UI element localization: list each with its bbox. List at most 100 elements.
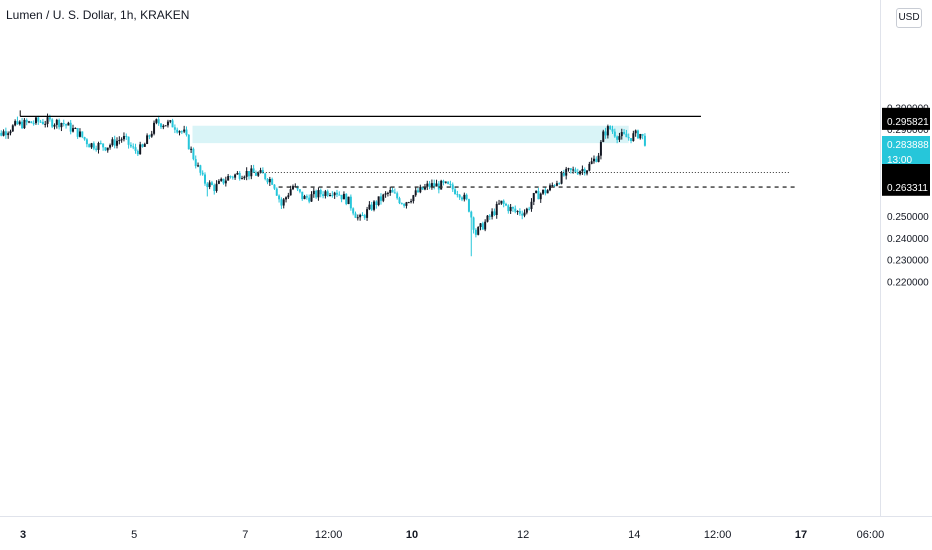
- candle: [590, 157, 593, 165]
- candle: [539, 192, 542, 203]
- candle: [440, 179, 443, 190]
- candle: [613, 128, 616, 138]
- candle: [528, 206, 531, 211]
- candle: [602, 129, 605, 143]
- candle: [623, 129, 626, 135]
- candle: [331, 191, 334, 198]
- candle: [285, 196, 288, 203]
- candle: [435, 179, 438, 187]
- supply-zone[interactable]: [192, 125, 629, 144]
- candle: [53, 123, 56, 130]
- candle: [150, 130, 153, 138]
- candle: [111, 137, 114, 147]
- candle: [201, 170, 204, 176]
- candle: [463, 192, 466, 202]
- x-tick-label: 12:00: [315, 529, 343, 541]
- candle: [310, 191, 313, 202]
- candle: [377, 196, 380, 207]
- candle: [113, 135, 116, 149]
- candle: [523, 209, 526, 218]
- candle: [72, 124, 75, 133]
- candle: [203, 172, 206, 186]
- candle: [326, 189, 329, 198]
- candle: [426, 180, 429, 190]
- candle: [60, 122, 63, 132]
- candle: [76, 127, 79, 139]
- candle: [525, 207, 528, 215]
- candle: [340, 194, 343, 203]
- candle: [486, 214, 489, 223]
- svg-text:0.295821: 0.295821: [887, 117, 929, 128]
- candle: [213, 183, 216, 195]
- candle: [576, 168, 579, 175]
- candle: [291, 184, 294, 191]
- candle: [352, 207, 355, 216]
- candle: [542, 189, 545, 195]
- y-tick-label: 0.250000: [887, 212, 929, 223]
- candle: [238, 171, 241, 181]
- candle: [199, 164, 202, 176]
- candle: [99, 140, 102, 145]
- candle: [324, 189, 327, 199]
- candle: [467, 198, 470, 213]
- y-tick-label: 0.230000: [887, 256, 929, 267]
- candle: [41, 119, 44, 125]
- candle: [215, 180, 218, 193]
- candle: [146, 133, 149, 145]
- y-tick-label: 0.220000: [887, 277, 929, 288]
- candle: [122, 132, 125, 142]
- candle: [458, 193, 461, 200]
- candle: [55, 118, 58, 129]
- candle: [493, 208, 496, 217]
- candle: [39, 119, 42, 123]
- candle: [18, 120, 21, 126]
- candle: [287, 192, 290, 200]
- candle: [454, 186, 457, 195]
- candle: [396, 191, 399, 200]
- candle: [507, 204, 510, 214]
- candle: [315, 189, 318, 199]
- candle: [48, 114, 51, 122]
- candle: [567, 167, 570, 172]
- candle: [342, 191, 345, 200]
- candle: [572, 166, 575, 174]
- candle: [278, 194, 281, 203]
- candle: [535, 190, 538, 194]
- candle: [88, 143, 91, 148]
- candle: [180, 130, 183, 135]
- y-tick-label: 0.290000: [887, 125, 929, 136]
- candle: [391, 187, 394, 193]
- candle: [118, 136, 121, 145]
- candle: [2, 129, 5, 137]
- candle: [220, 177, 223, 182]
- candle: [159, 122, 162, 130]
- candle: [264, 172, 267, 181]
- candle: [16, 116, 19, 125]
- candle: [518, 208, 521, 216]
- candle: [329, 192, 332, 197]
- candle: [581, 165, 584, 175]
- candle: [412, 194, 415, 204]
- candle: [373, 200, 376, 212]
- candle: [632, 130, 635, 142]
- candle: [484, 219, 487, 232]
- x-tick-label: 14: [628, 529, 640, 541]
- candle: [361, 212, 364, 216]
- candle: [234, 173, 237, 180]
- candle: [257, 171, 260, 177]
- candle: [347, 196, 350, 205]
- candle: [537, 187, 540, 200]
- candle: [430, 179, 433, 190]
- candle: [375, 200, 378, 209]
- candle: [548, 183, 551, 192]
- candle: [319, 188, 322, 198]
- candle: [81, 131, 84, 139]
- candle: [37, 115, 40, 125]
- candle: [83, 136, 86, 141]
- candle: [58, 118, 61, 130]
- svg-text:0.263311: 0.263311: [887, 183, 928, 194]
- candle: [322, 191, 325, 199]
- currency-button[interactable]: USD: [896, 8, 922, 28]
- candle: [192, 147, 195, 161]
